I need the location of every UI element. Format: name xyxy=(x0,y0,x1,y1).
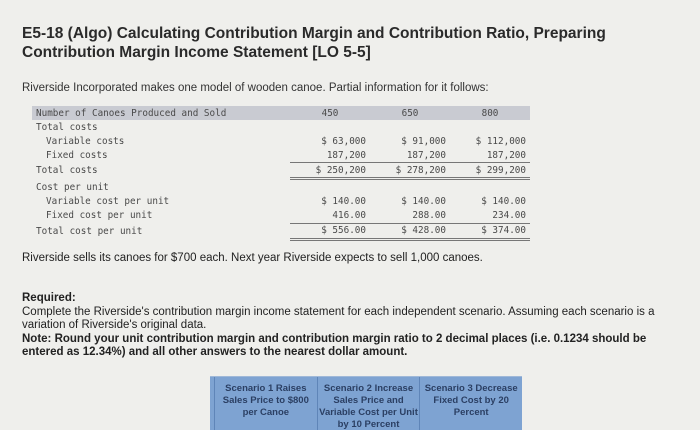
row-value: $ 299,200 xyxy=(450,162,530,180)
row-value: 234.00 xyxy=(450,208,530,224)
row-value: $ 250,200 xyxy=(290,162,370,180)
row-value: $ 91,000 xyxy=(401,135,446,147)
table-row: Total costs xyxy=(32,120,530,134)
row-label: Variable cost per unit xyxy=(46,196,170,207)
row-value xyxy=(370,181,450,195)
row-value: $ 63,000 xyxy=(321,135,366,147)
required-section: Required: Complete the Riverside's contr… xyxy=(22,292,682,360)
table-row: Variable cost per unit $ 140.00 $ 140.00 $ … xyxy=(32,195,530,209)
row-value: 416.00 xyxy=(290,208,370,224)
row-value: $ 374.00 xyxy=(450,223,530,241)
table-row: Fixed costs 187,200 187,200 187,200 xyxy=(32,148,530,163)
row-value: 288.00 xyxy=(370,208,450,224)
row-value: $ 140.00 xyxy=(481,196,526,207)
required-note: Note: Round your unit contribution margi… xyxy=(22,332,647,359)
row-gap xyxy=(32,239,530,241)
table-row: Variable costs $ 63,000 $ 91,000 $ 112,000 xyxy=(32,134,530,148)
scenario-2-header: Scenario 2 Increase Sales Price and Vari… xyxy=(316,377,420,430)
cost-table: Number of Canoes Produced and Sold 450 650… xyxy=(32,106,530,241)
table-row: Total cost per unit $ 556.00 $ 428.00 $ 374… xyxy=(32,223,530,241)
row-value xyxy=(450,120,530,134)
header-col: 800 xyxy=(450,106,530,120)
row-value xyxy=(370,120,450,134)
row-value xyxy=(290,181,370,195)
header-label: Number of Canoes Produced and Sold xyxy=(32,106,290,120)
row-value xyxy=(290,120,370,134)
scenario-3-header: Scenario 3 Decrease Fixed Cost by 20 Per… xyxy=(419,377,522,430)
table-header-row: Number of Canoes Produced and Sold 450 650… xyxy=(32,106,530,120)
row-label: Fixed costs xyxy=(46,149,108,161)
row-label: Total costs xyxy=(36,165,98,176)
row-value: 187,200 xyxy=(370,148,450,163)
header-col: 450 xyxy=(290,106,370,120)
row-value: $ 278,200 xyxy=(370,162,450,180)
row-value: 187,200 xyxy=(450,148,530,163)
row-value: $ 112,000 xyxy=(475,135,526,147)
scenario-1-header: Scenario 1 Raises Sales Price to $800 pe… xyxy=(214,377,317,430)
sales-info: Riverside sells its canoes for $700 each… xyxy=(22,252,483,264)
row-value: 187,200 xyxy=(290,148,370,163)
header-col: 650 xyxy=(370,106,450,120)
row-value: $ 556.00 xyxy=(290,223,370,241)
intro-text: Riverside Incorporated makes one model o… xyxy=(22,82,489,94)
table-row: Cost per unit xyxy=(32,181,530,195)
row-label: Total cost per unit xyxy=(36,225,143,237)
row-value: $ 140.00 xyxy=(401,196,446,207)
row-label: Total costs xyxy=(36,121,98,133)
scenario-header-row: Scenario 1 Raises Sales Price to $800 pe… xyxy=(210,376,522,430)
row-value xyxy=(450,181,530,195)
row-value: $ 428.00 xyxy=(370,223,450,241)
row-label: Cost per unit xyxy=(36,182,109,193)
table-row: Fixed cost per unit 416.00 288.00 234.00 xyxy=(32,208,530,224)
table-row: Total costs $ 250,200 $ 278,200 $ 299,200 xyxy=(32,162,530,180)
row-value: $ 140.00 xyxy=(321,196,366,207)
required-text: Complete the Riverside's contribution ma… xyxy=(22,305,655,332)
required-heading: Required: xyxy=(22,292,76,304)
row-label: Fixed cost per unit xyxy=(46,210,153,222)
gap-cell xyxy=(32,239,290,241)
row-label: Variable costs xyxy=(46,135,125,147)
page-title: E5-18 (Algo) Calculating Contribution Ma… xyxy=(22,25,606,61)
